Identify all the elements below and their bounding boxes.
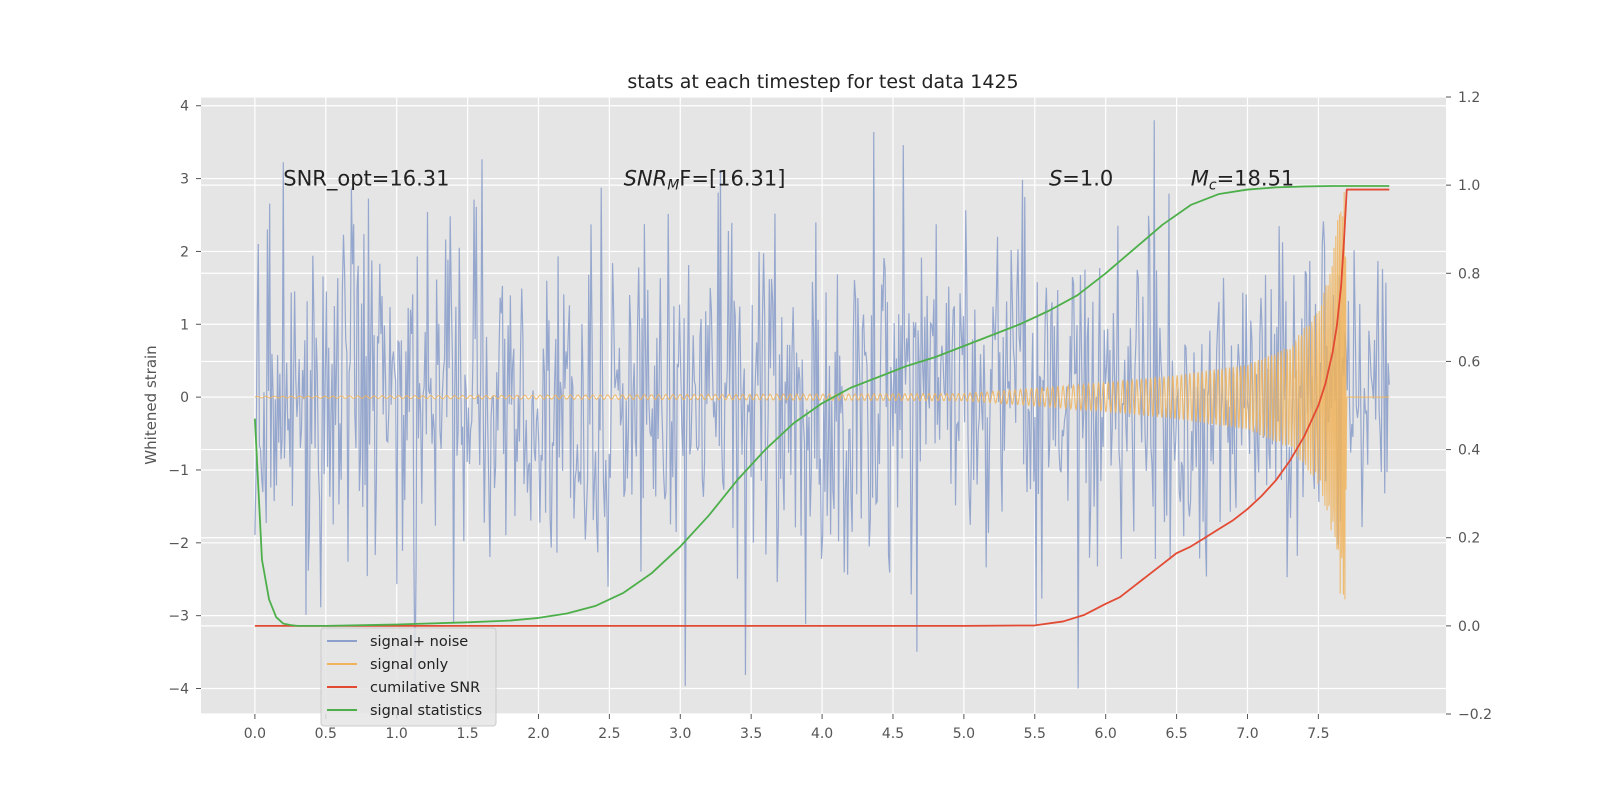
y2-tick-label: 0.2: [1458, 531, 1480, 547]
annotation-text: SNRMF=[16.31]: [624, 167, 786, 194]
series-cumulative-snr: [254, 188, 1390, 627]
annotation-text: S=1.0: [1049, 167, 1113, 191]
y-tick-label: 3: [180, 172, 189, 188]
x-tick-label: 2.5: [598, 726, 620, 742]
chart-title: stats at each timestep for test data 142…: [627, 71, 1018, 93]
series-layer: [253, 120, 1390, 689]
y-axis-label: Whitened strain: [142, 345, 160, 464]
x-tick-label: 5.0: [953, 726, 975, 742]
annotation-text: SNR_opt=16.31: [283, 167, 449, 192]
annotation-text: Mc=18.51: [1191, 167, 1295, 194]
y-tick-label: 4: [180, 99, 189, 115]
y2-tick-label: 1.2: [1458, 90, 1480, 106]
axes: 0.0 0.5 1.0 1.5 2.0 2.5 3.0 3.5 4.0 4.5 5.0 5.5 6.0 6…: [168, 90, 1492, 742]
x-tick-label: 6.0: [1095, 726, 1117, 742]
annotations: SNR_opt=16.31 SNRMF=[16.31] S=1.0 Mc=18.51: [283, 167, 1294, 194]
y-tick-label: −3: [168, 609, 189, 625]
y-tick-label: −1: [168, 463, 189, 479]
y2-tick-label: 0.4: [1458, 443, 1480, 459]
x-tick-label: 4.5: [882, 726, 904, 742]
legend-label: signal statistics: [370, 703, 482, 719]
x-tick-label: 0.0: [244, 726, 266, 742]
x-tick-label: 3.0: [669, 726, 691, 742]
x-tick-label: 5.5: [1024, 726, 1046, 742]
y-tick-label: −2: [168, 536, 189, 552]
x-tick-label: 3.5: [740, 726, 762, 742]
x-tick-label: 1.0: [386, 726, 408, 742]
x-tick-label: 1.5: [456, 726, 478, 742]
series-signal-noise: [254, 120, 1390, 689]
y-tick-label: 2: [180, 244, 189, 260]
x-tick-label: 7.0: [1236, 726, 1258, 742]
legend-label: cumilative SNR: [370, 680, 480, 696]
x-tick-label: 0.5: [315, 726, 337, 742]
y2-tick-label: 0.0: [1458, 619, 1480, 635]
y-tick-label: 0: [180, 390, 189, 406]
legend-box: [320, 627, 497, 727]
y2-tick-label: 0.8: [1458, 266, 1480, 282]
series-signal-only: [254, 192, 1348, 600]
x-tick-label: 6.5: [1165, 726, 1187, 742]
x-tick-label: 2.0: [527, 726, 549, 742]
series-signal-statistics: [253, 185, 1390, 627]
legend-label: signal only: [370, 657, 449, 673]
y-tick-label: 1: [180, 317, 189, 333]
legend-label: signal+ noise: [370, 634, 468, 650]
x-tick-label: 7.5: [1307, 726, 1329, 742]
x-tick-label: 4.0: [811, 726, 833, 742]
legend: signal+ noise signal only cumilative SNR si…: [320, 627, 497, 727]
y2-tick-label: 0.6: [1458, 354, 1480, 370]
y2-tick-label: 1.0: [1458, 178, 1480, 194]
y2-tick-label: −0.2: [1458, 707, 1492, 723]
y-tick-label: −4: [168, 682, 189, 698]
